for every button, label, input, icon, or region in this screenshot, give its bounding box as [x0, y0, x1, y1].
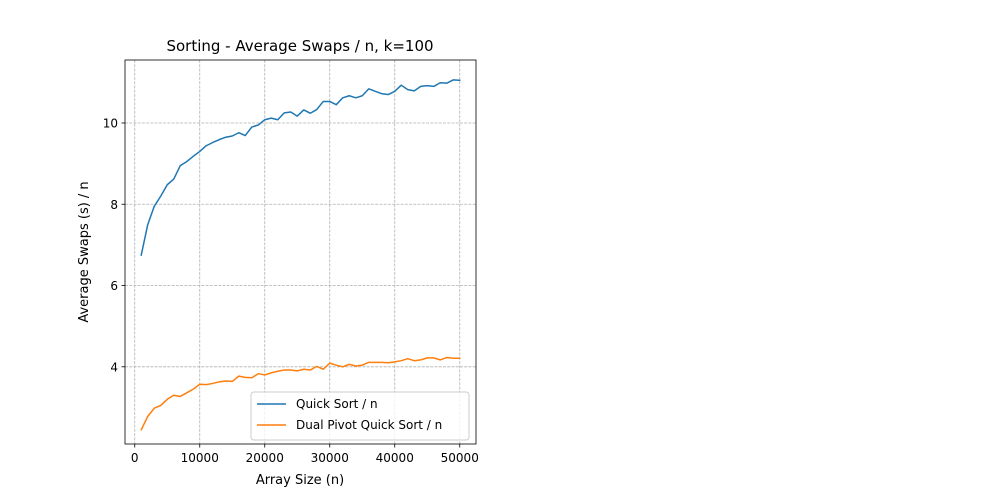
series-layer — [140, 79, 461, 431]
y-tick-label: 10 — [103, 116, 118, 130]
chart-title: Sorting - Average Swaps / n, k=100 — [166, 37, 433, 55]
x-tick-label: 0 — [131, 451, 139, 465]
x-tick-label: 20000 — [246, 451, 284, 465]
y-tick-label: 8 — [110, 198, 118, 212]
y-tick-label: 6 — [110, 279, 118, 293]
legend: Quick Sort / n Dual Pivot Quick Sort / n — [250, 391, 470, 441]
grid-layer — [125, 60, 476, 444]
plot-area-frame — [124, 59, 477, 445]
x-tick-label: 10000 — [181, 451, 219, 465]
legend-box — [250, 391, 470, 441]
series-line-quick-sort — [140, 79, 461, 256]
legend-label-dual-pivot-quick-sort: Dual Pivot Quick Sort / n — [296, 418, 442, 432]
x-axis-label: Array Size (n) — [256, 473, 344, 488]
tick-layer: 0 10000 20000 30000 40000 50000 4 6 8 10 — [103, 116, 479, 465]
x-tick-label: 30000 — [311, 451, 349, 465]
x-tick-label: 50000 — [441, 451, 479, 465]
y-tick-label: 4 — [110, 360, 118, 374]
x-tick-label: 40000 — [376, 451, 414, 465]
series-line-dual-pivot-quick-sort — [140, 356, 461, 431]
legend-label-quick-sort: Quick Sort / n — [296, 397, 378, 411]
y-axis-label: Average Swaps (s) / n — [77, 181, 92, 322]
